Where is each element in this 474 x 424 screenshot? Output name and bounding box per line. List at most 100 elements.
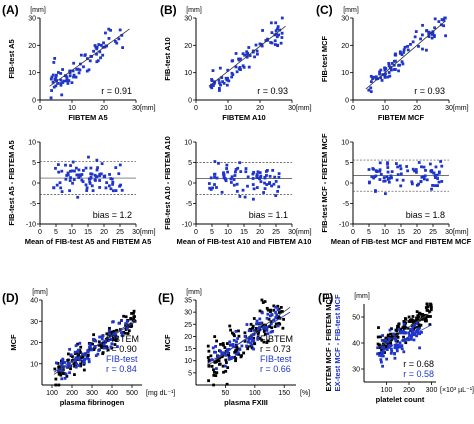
data-point [108,173,111,176]
data-point [75,351,79,355]
data-point [109,28,112,32]
data-point [227,357,231,361]
data-point [221,80,224,84]
data-point [367,181,371,185]
data-point [389,332,392,336]
data-point [383,338,387,342]
data-point [444,34,447,38]
data-point [262,340,266,344]
data-point [253,55,256,59]
data-point [442,24,446,28]
data-point [65,174,69,177]
x-tick-label: 10 [68,229,76,236]
data-point [219,349,222,353]
data-point [233,334,236,338]
data-point [111,189,115,193]
data-point [63,361,67,364]
data-point [87,357,91,361]
regression-line [377,324,432,354]
data-point [274,316,278,319]
y-tick-label: -10 [26,222,36,229]
data-point [78,341,82,345]
data-point [92,333,96,337]
data-point [428,162,432,166]
x-tick-label: 0 [38,105,42,112]
data-point [219,83,222,87]
data-point [105,346,109,350]
data-point [378,178,382,181]
x-unit-label: [%] [300,390,310,397]
data-point [402,335,405,339]
data-point [68,189,72,193]
data-point [380,352,384,356]
data-point [67,352,70,356]
data-point [234,345,238,349]
y-tick-label: 10 [184,358,192,365]
data-point [369,74,373,78]
data-point [378,354,381,357]
data-point [419,180,423,184]
data-point [79,53,83,57]
data-point [429,308,433,312]
data-point [417,44,420,48]
data-point [255,319,259,323]
data-point [383,73,387,77]
data-point [398,341,402,345]
data-point [425,29,429,32]
y-tick-label: 30 [28,16,36,23]
data-point [132,317,136,321]
data-point [106,348,110,352]
data-point [224,369,228,373]
data-point [210,78,214,81]
data-point [77,357,80,361]
data-point [376,346,380,350]
data-point [243,339,247,343]
data-point [394,59,397,63]
data-point [248,54,252,57]
data-point [97,343,101,347]
data-point [251,177,255,180]
data-point [209,354,213,358]
data-point [118,163,122,167]
data-point [62,79,66,83]
data-point [66,82,70,85]
data-point [264,39,268,42]
data-point [282,317,285,321]
data-point [402,350,406,354]
data-point [416,331,420,335]
data-point [78,68,82,72]
data-point [277,185,281,189]
data-point [122,330,125,334]
y-tick-label: -5 [343,201,349,208]
data-point [252,317,256,320]
data-point [427,35,431,38]
data-point [269,320,273,323]
data-point [70,81,74,85]
annotation: bias = 1.2 [93,210,132,220]
data-point [83,358,87,362]
y-axis-label: FIB-test MCF - FIBTEM MCF [320,133,329,233]
data-point [420,33,424,37]
x-axis-label: Mean of FIB-test MCF and FIBTEM MCF [331,237,472,246]
data-point [218,81,221,85]
data-point [277,175,281,179]
data-point [440,18,444,21]
data-point [114,336,117,340]
data-point [389,341,393,345]
data-point [224,349,228,353]
x-tick-label: 0 [194,229,198,236]
data-point [270,31,274,35]
data-point [389,351,393,355]
data-point [57,372,61,376]
y-tick-label: 0 [32,98,36,105]
data-point [218,89,221,92]
data-point [234,170,237,174]
data-point [384,344,388,348]
data-point [54,76,58,79]
data-point [280,16,284,20]
data-point [414,168,418,171]
data-point [86,57,89,60]
data-point [100,162,104,166]
data-point [53,367,57,371]
data-point [88,342,92,346]
